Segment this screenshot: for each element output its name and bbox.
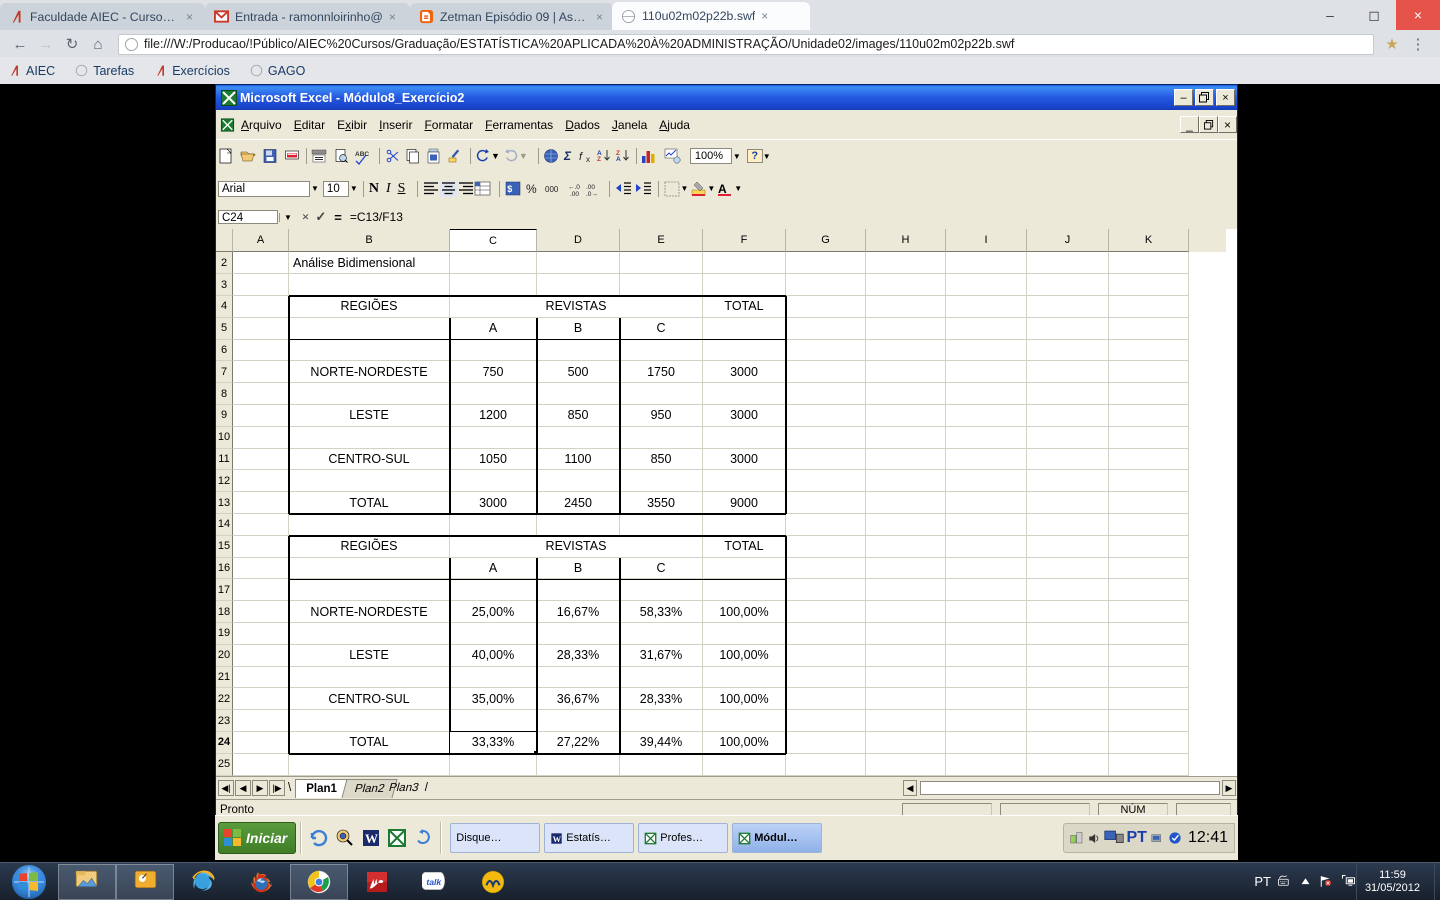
svg-text:$: $ [508,184,513,194]
svg-text:.00: .00 [586,184,595,191]
svg-text:Z: Z [597,156,601,163]
svg-text:%: % [526,182,537,196]
svg-text:f: f [579,151,583,163]
svg-text:.00: .00 [570,191,579,197]
svg-text:Σ: Σ [563,149,572,163]
svg-text:x: x [586,155,590,164]
svg-text:000: 000 [545,185,559,194]
svg-text:talk: talk [426,877,442,887]
svg-text:W: W [553,833,562,843]
svg-text:←.0: ←.0 [568,184,580,191]
svg-text:.0→: .0→ [586,191,598,197]
svg-text:W: W [365,831,378,846]
svg-text:A: A [718,182,727,196]
svg-text:ABC: ABC [355,151,369,158]
svg-text:A: A [616,156,621,163]
